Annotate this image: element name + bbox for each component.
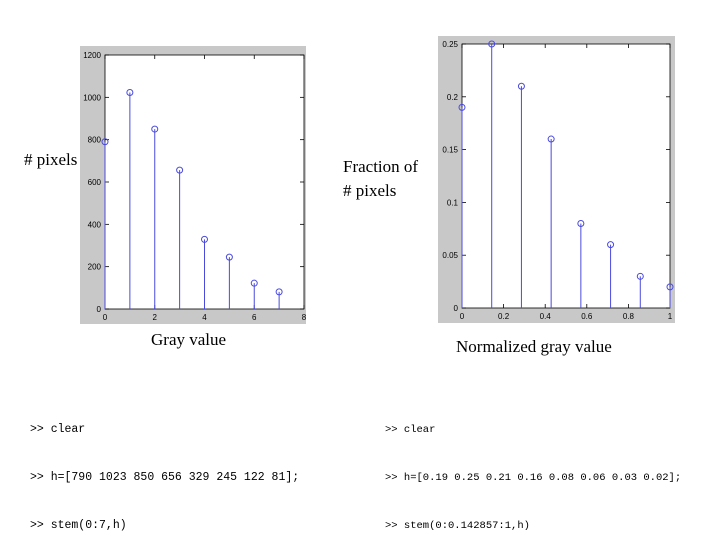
right-xtick-label: 0.2 <box>498 312 510 321</box>
left-stem-marker <box>151 125 159 133</box>
right-code-line-1: >> clear <box>385 424 436 436</box>
right-xtick-label: 1 <box>668 312 673 321</box>
right-chart-ylabel-line-2: # pixels <box>343 181 397 200</box>
left-ytick-label: 400 <box>88 220 102 229</box>
left-stem-marker <box>225 253 233 261</box>
left-ytick-label: 1200 <box>83 51 101 60</box>
right-stem-marker <box>636 272 644 280</box>
left-code-block: >> clear >> h=[790 1023 850 656 329 245 … <box>30 390 299 550</box>
right-xtick-label: 0.6 <box>581 312 593 321</box>
left-stem-marker <box>275 288 283 296</box>
left-ytick-label: 800 <box>88 136 102 145</box>
right-chart-xlabel: Normalized gray value <box>456 337 612 356</box>
left-xtick-label: 0 <box>103 313 108 322</box>
right-ytick-label: 0.25 <box>442 40 458 49</box>
right-xtick-label: 0.8 <box>623 312 635 321</box>
right-xtick-label: 0 <box>460 312 465 321</box>
left-code-line-1: >> clear <box>30 423 86 436</box>
left-ytick-label: 200 <box>88 263 102 272</box>
right-ytick-label: 0.15 <box>442 146 458 155</box>
left-xtick-label: 6 <box>252 313 257 322</box>
left-xtick-label: 2 <box>153 313 158 322</box>
left-stem-chart: 0 200 400 600 800 1000 1200 0 2 4 6 8 <box>83 51 306 322</box>
right-stem-chart: 0 0.05 0.1 0.15 0.2 0.25 0 0.2 0.4 0.6 0.8 1 <box>442 40 674 321</box>
left-xtick-label: 8 <box>302 313 306 322</box>
left-code-line-2: >> h=[790 1023 850 656 329 245 122 81]; <box>30 471 300 484</box>
left-ytick-label: 0 <box>97 305 102 314</box>
right-stem-marker <box>666 283 674 291</box>
right-stem-marker <box>458 103 466 111</box>
right-plot-area <box>461 43 671 309</box>
left-chart-ylabel: # pixels <box>24 150 78 169</box>
right-chart-ylabel-line-1: Fraction of <box>343 157 419 176</box>
left-ytick-label: 600 <box>88 178 102 187</box>
left-code-line-3: >> stem(0:7,h) <box>30 519 127 532</box>
right-ytick-label: 0 <box>454 304 459 313</box>
right-ytick-label: 0.1 <box>447 198 459 207</box>
left-stem-marker <box>176 166 184 174</box>
left-chart-panel: 0 200 400 600 800 1000 1200 0 2 4 6 8 <box>80 46 306 324</box>
right-stem-marker <box>488 40 496 48</box>
right-chart-ylabel: Fraction of # pixels <box>343 155 418 203</box>
right-stem-marker <box>517 82 525 90</box>
right-code-line-2: >> h=[0.19 0.25 0.21 0.16 0.08 0.06 0.03… <box>385 472 682 484</box>
left-stem-marker <box>201 235 208 243</box>
left-chart-xlabel: Gray value <box>151 330 227 349</box>
right-xtick-label: 0.4 <box>540 312 552 321</box>
right-code-block: >> clear >> h=[0.19 0.25 0.21 0.16 0.08 … <box>385 390 681 550</box>
right-ytick-label: 0.2 <box>447 93 459 102</box>
left-stem-marker <box>101 138 109 146</box>
left-xtick-label: 4 <box>202 313 207 322</box>
left-stem-marker <box>126 88 134 96</box>
right-ytick-label: 0.05 <box>442 251 458 260</box>
right-chart-panel: 0 0.05 0.1 0.15 0.2 0.25 0 0.2 0.4 0.6 0.8 1 <box>438 36 675 323</box>
right-stem-marker <box>547 135 555 143</box>
right-stem-marker <box>577 220 585 228</box>
right-stem-marker <box>607 241 615 249</box>
left-stem-marker <box>250 279 258 287</box>
left-ytick-label: 1000 <box>83 93 101 102</box>
right-code-line-3: >> stem(0:0.142857:1,h) <box>385 520 530 532</box>
